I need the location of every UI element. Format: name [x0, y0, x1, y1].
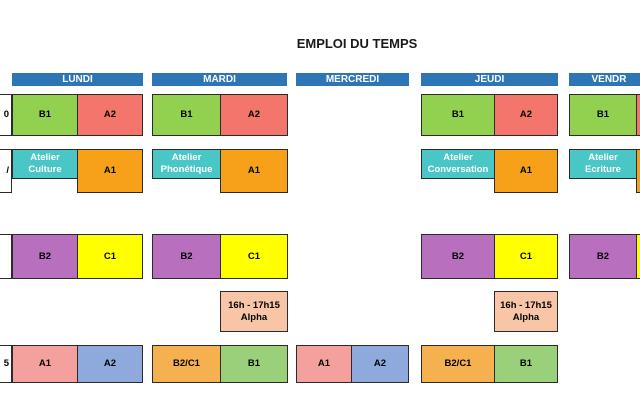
day-header-vendredi: VENDR — [569, 73, 640, 86]
atelier-name: Conversation — [427, 164, 489, 175]
slot-mardi-atelier: Atelier Phonétique — [152, 149, 221, 179]
slot-lundi-row1-b1: B1 — [12, 94, 78, 136]
day-header-jeudi: JEUDI — [421, 73, 558, 86]
slot-mardi-row5-b1: B1 — [220, 345, 288, 383]
slot-lundi-row3-c1: C1 — [77, 234, 143, 279]
row-1-label: 0 — [3, 109, 9, 120]
alpha-label: Alpha — [512, 311, 540, 323]
slot-mardi-row1-b1: B1 — [152, 94, 221, 136]
slot-lundi-row3-b2: B2 — [12, 234, 78, 279]
slot-jeudi-row1-a2: A2 — [494, 94, 558, 136]
slot-vendredi-row1-b1: B1 — [569, 94, 637, 136]
slot-mardi-row3-c1: C1 — [220, 234, 288, 279]
day-header-mercredi: MERCREDI — [296, 73, 409, 86]
slot-jeudi-alpha: 16h - 17h15 Alpha — [494, 291, 558, 332]
row-3-time-cell — [0, 234, 12, 279]
slot-lundi-row5-a1: A1 — [12, 345, 78, 383]
atelier-line: Atelier — [588, 152, 618, 163]
slot-jeudi-row3-b2: B2 — [421, 234, 495, 279]
atelier-name: Culture — [28, 164, 62, 175]
row-2-time-cell: / — [0, 149, 12, 193]
slot-mardi-row3-b2: B2 — [152, 234, 221, 279]
slot-mardi-row5-b2c1: B2/C1 — [152, 345, 221, 383]
slot-mercredi-row5-a1: A1 — [296, 345, 352, 383]
day-header-mardi: MARDI — [152, 73, 287, 86]
slot-jeudi-row2-a1: A1 — [494, 149, 558, 193]
slot-jeudi-row3-c1: C1 — [494, 234, 558, 279]
slot-mardi-row2-a1: A1 — [220, 149, 288, 193]
atelier-line: Atelier — [30, 152, 60, 163]
row-5-label: 5 — [3, 358, 9, 369]
slot-vendredi-row2-partial — [636, 149, 640, 193]
atelier-line: Atelier — [171, 152, 202, 163]
slot-lundi-row1-a2: A2 — [77, 94, 143, 136]
slot-vendredi-atelier: Atelier Ecriture — [569, 149, 637, 179]
atelier-name: Ecriture — [585, 164, 621, 175]
slot-lundi-row2-a1: A1 — [77, 149, 143, 193]
slot-vendredi-row1-partial — [636, 94, 640, 136]
slot-vendredi-row3-partial — [636, 234, 640, 279]
slot-jeudi-row5-b2c1: B2/C1 — [421, 345, 495, 383]
alpha-label: Alpha — [240, 311, 268, 323]
day-header-lundi: LUNDI — [12, 73, 143, 86]
atelier-line: Atelier — [443, 152, 473, 163]
slot-lundi-row5-a2: A2 — [77, 345, 143, 383]
slot-mercredi-row5-a2: A2 — [351, 345, 409, 383]
row-1-time-cell: 0 — [0, 94, 12, 136]
slot-jeudi-atelier: Atelier Conversation — [421, 149, 495, 179]
slot-jeudi-row1-b1: B1 — [421, 94, 495, 136]
slot-lundi-atelier: Atelier Culture — [12, 149, 78, 179]
slot-vendredi-row3-b2: B2 — [569, 234, 637, 279]
row-2-label: / — [6, 165, 9, 176]
page-title: EMPLOI DU TEMPS — [296, 36, 418, 51]
slot-mardi-row1-a2: A2 — [220, 94, 288, 136]
slot-mardi-alpha: 16h - 17h15 Alpha — [220, 291, 288, 332]
alpha-time: 16h - 17h15 — [500, 299, 552, 311]
row-5-time-cell: 5 — [0, 345, 12, 383]
slot-jeudi-row5-b1: B1 — [494, 345, 558, 383]
atelier-name: Phonétique — [160, 164, 213, 175]
alpha-time: 16h - 17h15 — [228, 299, 280, 311]
